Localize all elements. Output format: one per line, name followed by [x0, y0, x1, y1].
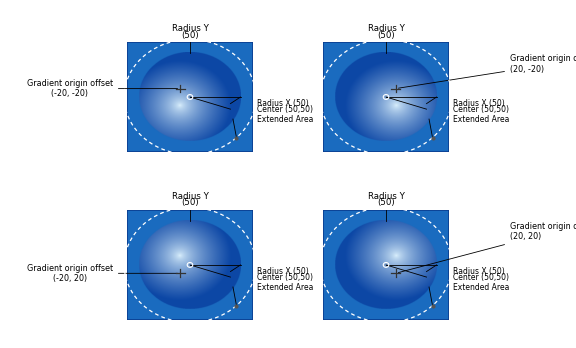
Text: (50): (50) — [181, 198, 199, 207]
Text: (50): (50) — [377, 31, 395, 40]
Text: Radius Y: Radius Y — [172, 192, 209, 201]
Text: Extended Area: Extended Area — [257, 114, 313, 124]
Text: Extended Area: Extended Area — [453, 283, 509, 292]
Text: Radius X (50): Radius X (50) — [257, 267, 309, 276]
Text: Radius Y: Radius Y — [367, 192, 404, 201]
Text: Radius X (50): Radius X (50) — [453, 99, 505, 108]
Text: Radius Y: Radius Y — [367, 24, 404, 33]
Text: Gradient origin offset
(20, -20): Gradient origin offset (20, -20) — [399, 54, 576, 88]
Text: (50): (50) — [377, 198, 395, 207]
Text: Radius X (50): Radius X (50) — [453, 267, 505, 276]
Text: Radius X (50): Radius X (50) — [257, 99, 309, 108]
Text: (50): (50) — [181, 31, 199, 40]
Text: Center (50,50): Center (50,50) — [257, 272, 313, 282]
Text: Extended Area: Extended Area — [453, 114, 509, 124]
Text: Center (50,50): Center (50,50) — [453, 272, 509, 282]
Text: Extended Area: Extended Area — [257, 283, 313, 292]
Text: Gradient origin offset
(-20, -20): Gradient origin offset (-20, -20) — [26, 79, 177, 98]
Text: Center (50,50): Center (50,50) — [453, 105, 509, 114]
Text: Radius Y: Radius Y — [172, 24, 209, 33]
Text: Gradient origin offset
(-20, 20): Gradient origin offset (-20, 20) — [26, 264, 177, 283]
Text: Center (50,50): Center (50,50) — [257, 105, 313, 114]
Text: Gradient origin offset
(20, 20): Gradient origin offset (20, 20) — [399, 222, 576, 272]
